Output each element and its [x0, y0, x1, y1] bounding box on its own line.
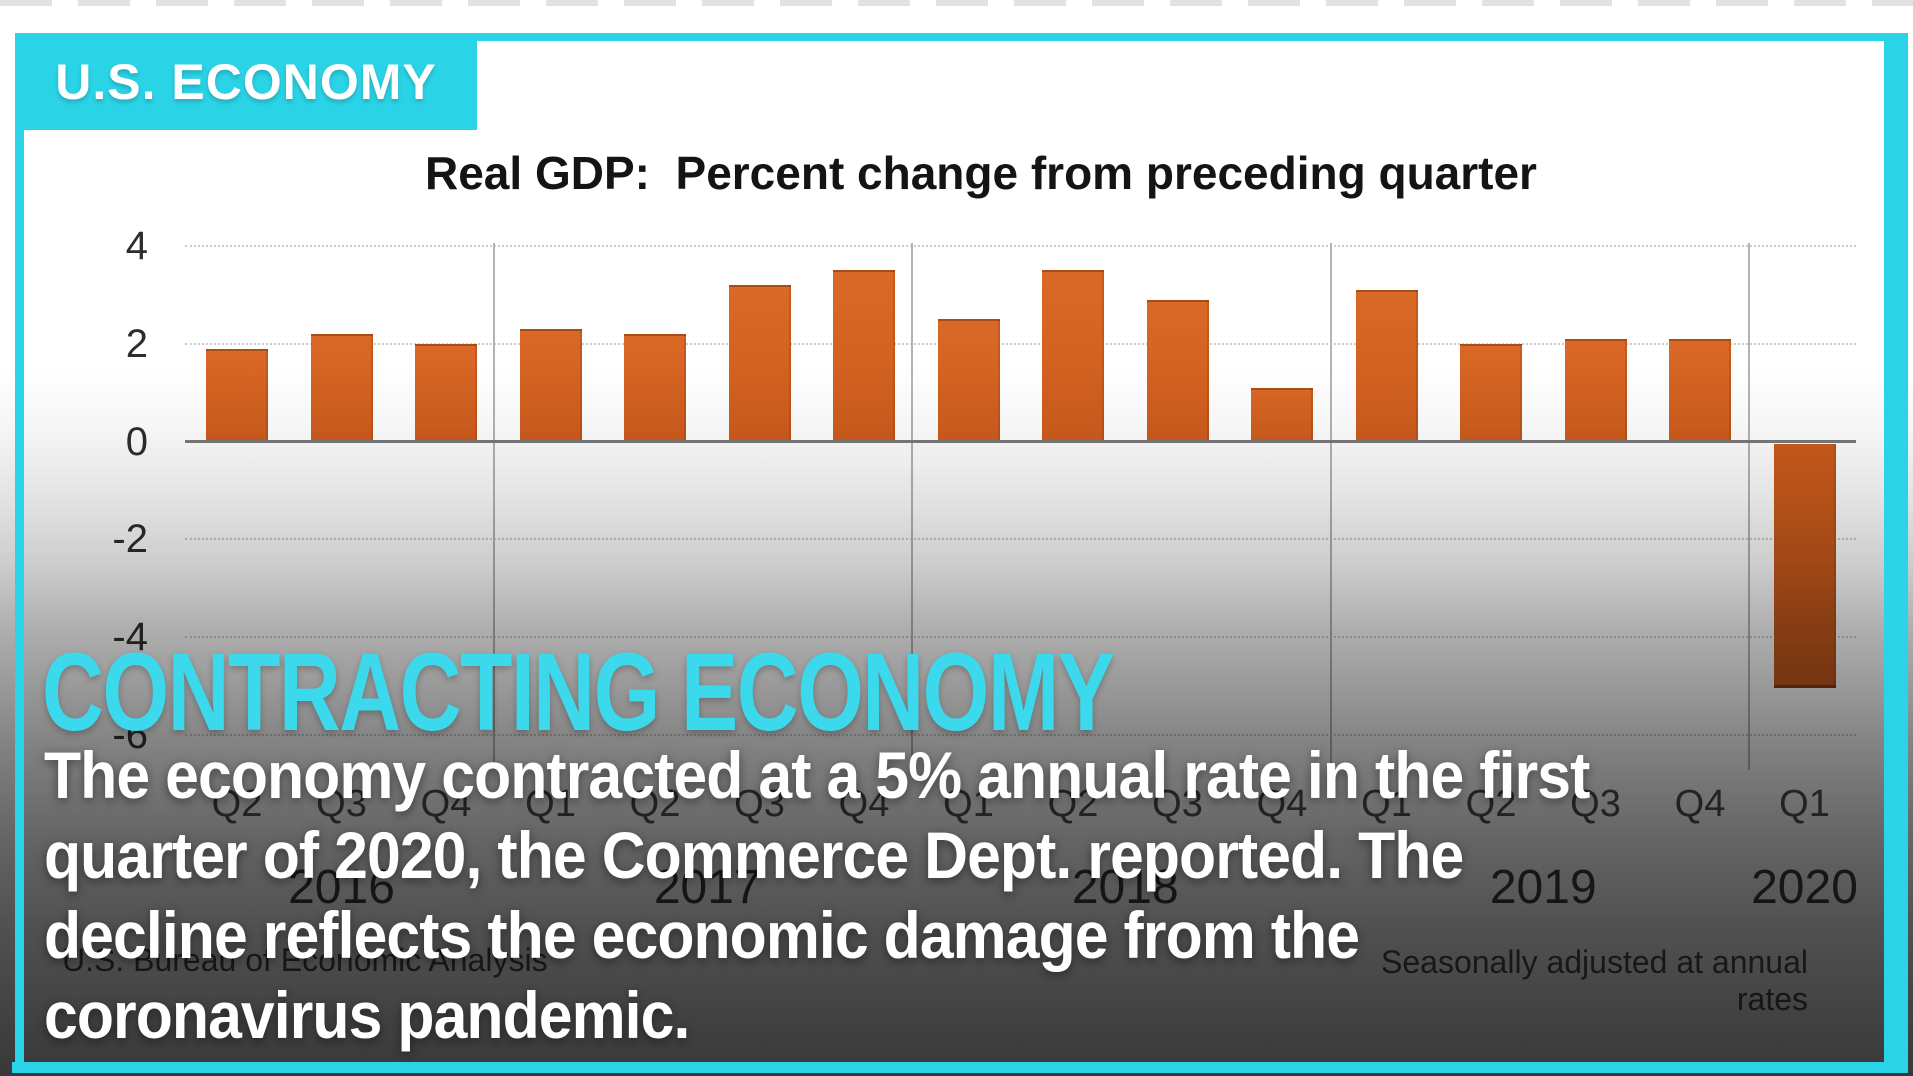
gdp-bar-2018-Q3	[1146, 299, 1209, 442]
gdp-bar-2018-Q2	[1042, 270, 1104, 442]
year-separator-line	[1329, 243, 1332, 770]
frame-border-right	[1884, 33, 1908, 1068]
y-gridline	[185, 244, 1856, 247]
chart-title: Real GDP: Percent change from preceding …	[425, 147, 1537, 199]
x-axis-quarter-label: Q4	[1674, 783, 1726, 825]
gdp-bar-2017-Q3	[728, 285, 791, 442]
zero-axis-line	[185, 440, 1856, 443]
body-text-line: The economy contracted at a 5% annual ra…	[44, 738, 1590, 812]
gdp-bar-2019-Q1	[1355, 289, 1418, 442]
frame-border-bottom	[12, 1062, 1908, 1073]
frame-border-left	[15, 33, 24, 1073]
topic-tag-label: U.S. ECONOMY	[55, 53, 437, 110]
y-gridline	[185, 538, 1856, 541]
headline: CONTRACTING ECONOMY	[42, 631, 1115, 754]
topic-tag: U.S. ECONOMY	[15, 33, 477, 130]
y-axis-tick-label: 2	[125, 321, 148, 366]
gdp-bar-2019-Q3	[1564, 338, 1627, 442]
body-text-line: decline reflects the economic damage fro…	[44, 898, 1360, 972]
gdp-bar-2016-Q3	[310, 333, 373, 442]
gdp-bar-2017-Q4	[833, 270, 895, 442]
gdp-bar-2016-Q4	[415, 343, 477, 442]
gdp-bar-2020-Q1	[1773, 443, 1836, 688]
x-axis-quarter-label: Q1	[1779, 783, 1830, 825]
gdp-bar-2016-Q2	[206, 348, 268, 442]
body-text: The economy contracted at a 5% annual ra…	[44, 735, 1590, 1055]
y-axis-tick-label: 0	[125, 419, 148, 464]
frame-border-top	[15, 33, 1908, 41]
body-text-line: quarter of 2020, the Commerce Dept. repo…	[44, 818, 1464, 892]
gdp-bar-2017-Q2	[624, 333, 686, 442]
gdp-bar-2017-Q1	[519, 329, 582, 442]
y-axis-tick-label: 4	[125, 223, 148, 268]
body-text-line: coronavirus pandemic.	[44, 978, 690, 1052]
gdp-bar-2019-Q4	[1669, 338, 1731, 442]
y-axis-tick-label: -2	[112, 517, 148, 562]
year-separator-line	[1748, 243, 1750, 770]
gdp-bar-2018-Q1	[937, 319, 1000, 442]
gdp-bar-2018-Q4	[1251, 387, 1313, 442]
gdp-bar-2019-Q2	[1460, 343, 1522, 442]
top-dash-strip	[0, 0, 1913, 6]
x-axis-year-label: 2020	[1751, 861, 1858, 914]
